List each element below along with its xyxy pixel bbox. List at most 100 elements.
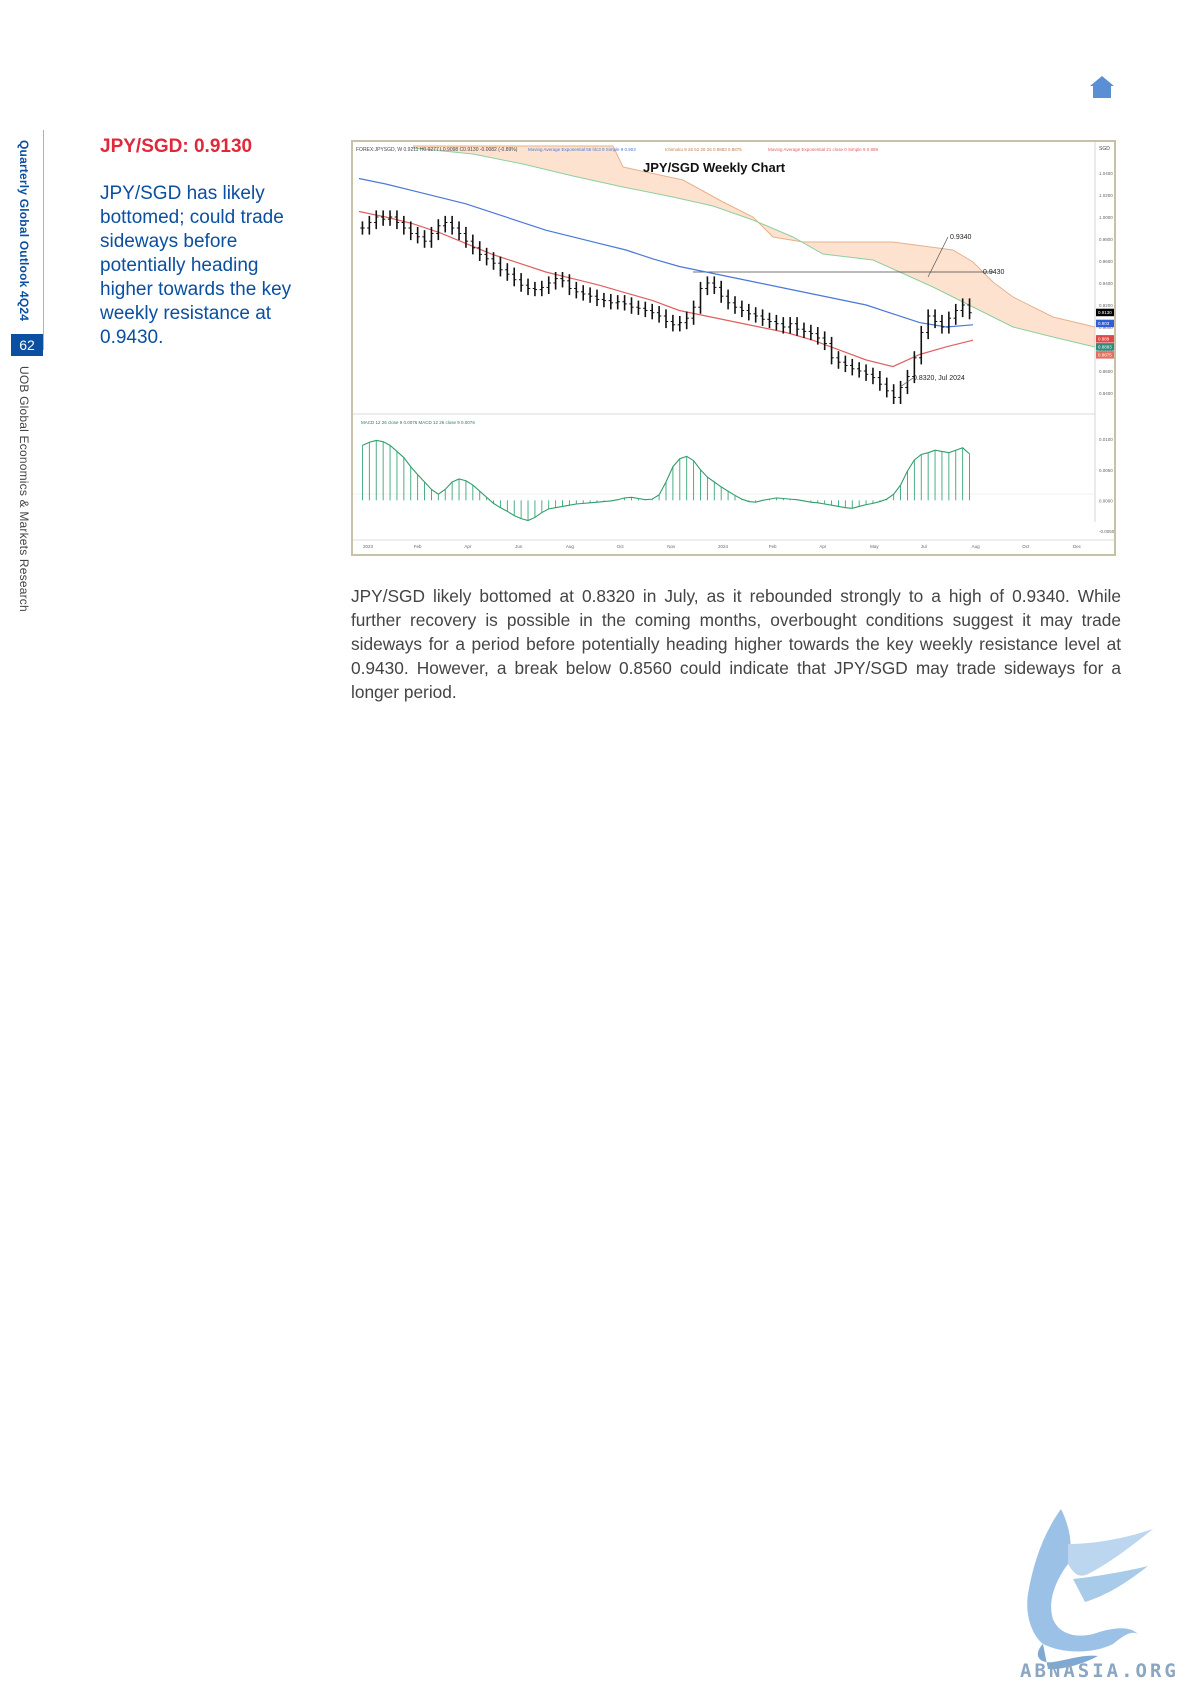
price-tick-label: 0.8400: [1099, 391, 1113, 396]
price-bar: [684, 311, 689, 330]
price-bar: [470, 234, 476, 255]
price-tag-label: 0.9130: [1098, 310, 1112, 315]
annotation-0-8320: 0.8320, Jul 2024: [913, 375, 965, 382]
price-bar: [408, 221, 413, 241]
price-tick-label: 0.9600: [1099, 259, 1113, 264]
macd-tick-label: 0.0050: [1099, 468, 1113, 473]
price-bar: [394, 210, 400, 230]
price-bar: [525, 278, 531, 296]
annotation-0-9340: 0.9340: [950, 234, 972, 241]
publication-title: Quarterly Global Outlook 4Q24: [17, 140, 31, 322]
price-bar: [877, 371, 883, 391]
page-number: 62: [11, 334, 43, 356]
price-bar: [367, 215, 372, 235]
sidebar-divider: [43, 130, 44, 350]
price-bar: [505, 263, 510, 281]
price-tick-label: 0.9200: [1099, 303, 1113, 308]
price-bar: [774, 314, 779, 331]
summary-text: JPY/SGD has likely bottomed; could trade…: [100, 183, 292, 348]
price-bar: [477, 241, 482, 261]
price-bar: [643, 301, 648, 318]
price-bar: [518, 273, 524, 292]
price-bar: [581, 285, 586, 301]
price-bar: [725, 289, 731, 310]
time-tick-label: May: [870, 544, 879, 549]
ichimoku-lead-a: [413, 145, 1096, 328]
price-tick-label: 1.0000: [1099, 215, 1113, 220]
price-bar: [539, 280, 545, 297]
macd-histogram: [361, 440, 971, 521]
price-bar: [843, 355, 848, 373]
price-tick-label: 0.9800: [1099, 237, 1113, 242]
price-bar: [374, 210, 379, 230]
price-bar: [705, 276, 710, 296]
price-bar: [691, 300, 696, 325]
time-tick-label: Nov: [667, 544, 676, 549]
macd-line: [362, 439, 970, 522]
price-bar: [863, 364, 869, 381]
price-bar: [670, 314, 676, 332]
price-tag-label: 0.903: [1098, 321, 1110, 326]
price-bar: [732, 296, 738, 314]
price-bar: [829, 336, 834, 365]
time-tick-label: 2023: [363, 544, 374, 549]
price-bar: [546, 276, 551, 294]
price-bar: [698, 281, 703, 314]
price-bar: [760, 309, 765, 326]
price-bar: [601, 292, 607, 308]
price-tick-label: 0.8600: [1099, 369, 1113, 374]
macd-tick-label: 0.0000: [1099, 498, 1113, 503]
price-bar: [491, 252, 496, 270]
price-bar: [449, 215, 455, 235]
price-tags: 0.9130 0.903 0.889 0.8883 0.8875: [1096, 308, 1114, 359]
body-paragraph: JPY/SGD likely bottomed at 0.8320 in Jul…: [351, 586, 1121, 702]
price-bar: [587, 287, 593, 303]
publisher-name: UOB Global Economics & Markets Research: [17, 366, 31, 612]
time-tick-label: Aug: [566, 544, 575, 549]
chart-frame: 0.9340 0.9430 0.8320, Jul 2024 JPY/SGD W…: [351, 140, 1116, 556]
time-axis: 2023 Feb Apr Jun Aug Oct Nov 2024 Feb Apr May Jul Au…: [363, 544, 1082, 549]
price-bar: [822, 331, 827, 351]
price-bar: [912, 351, 917, 384]
section-title: JPY/SGD: 0.9130: [100, 136, 253, 157]
home-icon[interactable]: [1089, 75, 1115, 99]
price-bar: [746, 303, 751, 321]
price-bar: [884, 377, 889, 398]
time-tick-label: Dec: [1073, 544, 1082, 549]
time-tick-label: Oct: [617, 544, 625, 549]
price-bar: [801, 322, 807, 338]
price-bar: [718, 280, 724, 303]
price-bar: [429, 226, 434, 248]
price-bar: [615, 295, 620, 310]
price-bar: [629, 297, 634, 314]
price-bar: [622, 295, 627, 311]
price-bar: [939, 314, 945, 334]
price-bar: [787, 317, 793, 334]
price-bar: [781, 317, 786, 334]
price-bar: [594, 289, 600, 307]
time-tick-label: Feb: [414, 544, 422, 549]
ema55-line: [358, 177, 974, 328]
price-bar: [898, 380, 903, 404]
price-bar: [463, 226, 469, 248]
price-bar: [532, 281, 538, 297]
annotation-leader-0-9340: [927, 236, 949, 278]
macd-tick-label: -0.0050: [1099, 529, 1114, 534]
price-bar: [553, 272, 558, 290]
price-bar: [560, 272, 565, 288]
price-tag-label: 0.889: [1098, 337, 1110, 342]
price-bar: [415, 226, 420, 244]
price-bar: [712, 276, 717, 294]
time-tick-label: 2024: [718, 544, 729, 549]
price-bar: [456, 221, 462, 241]
price-bar: [815, 327, 820, 345]
price-bar: [512, 267, 517, 287]
price-bar: [636, 300, 641, 315]
price-bar: [967, 298, 972, 320]
time-tick-label: Feb: [769, 544, 777, 549]
price-bar: [608, 294, 614, 310]
price-bar: [663, 309, 669, 329]
price-tag-label: 0.8875: [1098, 353, 1112, 358]
price-bar: [753, 307, 758, 323]
price-tag: [1096, 351, 1114, 359]
